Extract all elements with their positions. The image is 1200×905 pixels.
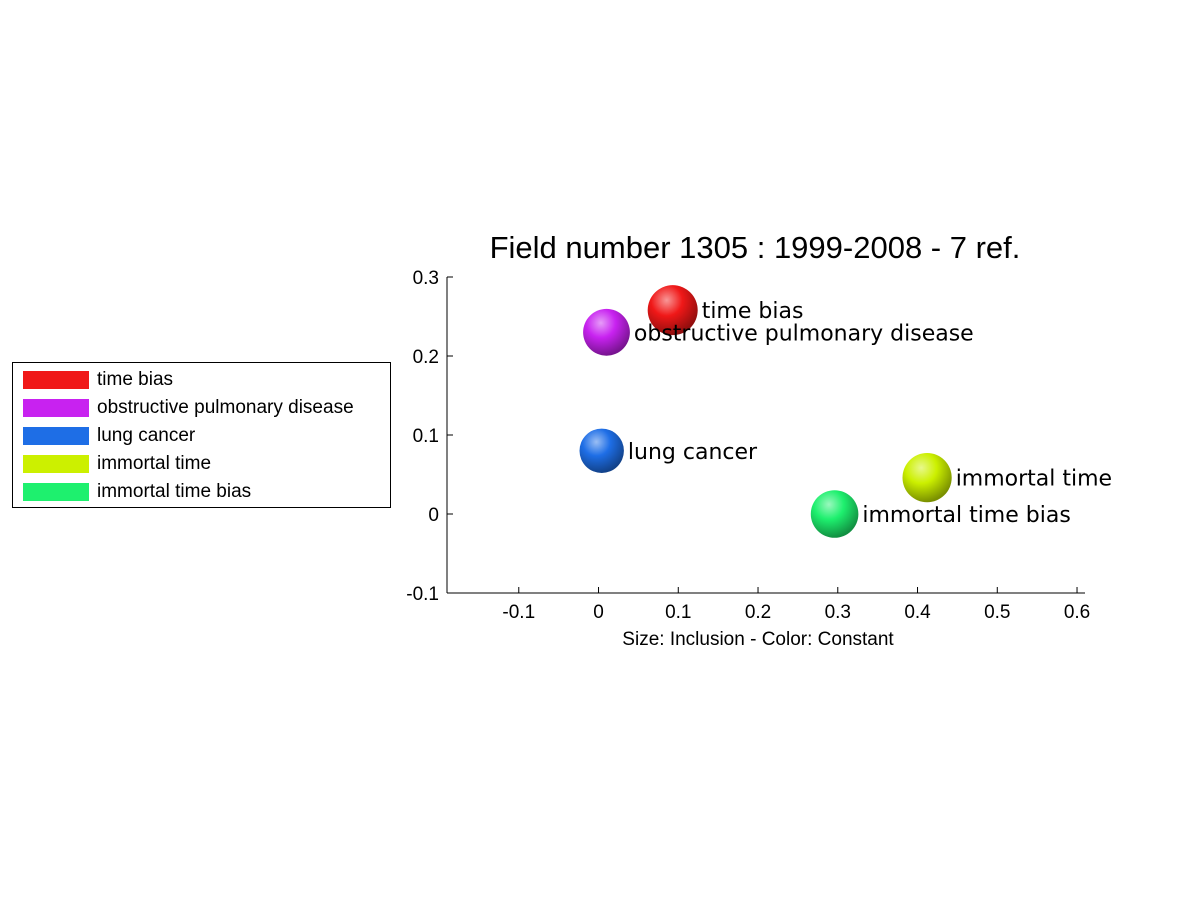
y-tick-label: 0.3: [413, 268, 439, 289]
legend: time bias obstructive pulmonary disease lu…: [12, 362, 391, 508]
point-label: lung cancer: [628, 440, 758, 465]
legend-swatch: [23, 483, 89, 501]
legend-entry: immortal time: [23, 453, 388, 475]
point-label: immortal time bias: [862, 503, 1070, 528]
x-tick-label: 0.1: [665, 602, 691, 623]
legend-entry: time bias: [23, 369, 388, 391]
x-tick-label: -0.1: [502, 602, 535, 623]
point-label: time bias: [702, 299, 804, 324]
legend-swatch: [23, 455, 89, 473]
x-tick-label: 0.5: [984, 602, 1010, 623]
legend-label: time bias: [97, 369, 174, 390]
legend-swatch: [23, 371, 89, 389]
legend-swatch: [23, 427, 89, 445]
legend-label: lung cancer: [97, 425, 196, 446]
x-tick-label: 0.4: [904, 602, 931, 623]
x-tick-label: 0.6: [1064, 602, 1090, 623]
y-tick-label: 0: [428, 505, 439, 526]
point-label: immortal time: [956, 467, 1112, 492]
legend-label: immortal time: [97, 453, 212, 474]
y-tick-label: -0.1: [406, 584, 439, 605]
point-marker: [583, 308, 630, 356]
legend-label: obstructive pulmonary disease: [97, 397, 354, 418]
point-marker: [579, 428, 624, 473]
legend-entry: obstructive pulmonary disease: [23, 397, 388, 419]
legend-label: immortal time bias: [97, 481, 252, 502]
point-marker: [902, 453, 952, 503]
axes: -0.1 0 0.1 0.2 0.3 0.4 0.5 0.6 -0.1 0 0.1 0.2 0.3: [406, 268, 1090, 623]
legend-entry: immortal time bias: [23, 481, 388, 503]
y-tick-label: 0.2: [413, 347, 439, 368]
x-axis-label: Size: Inclusion - Color: Constant: [622, 629, 894, 650]
legend-swatch: [23, 399, 89, 417]
point-marker: [810, 490, 859, 538]
point-marker: [647, 285, 698, 336]
point-label: obstructive pulmonary disease: [634, 321, 974, 346]
chart-title: Field number 1305 : 1999-2008 - 7 ref.: [490, 230, 1021, 265]
x-tick-label: 0: [593, 602, 604, 623]
legend-entry: lung cancer: [23, 425, 388, 447]
x-tick-label: 0.2: [745, 602, 771, 623]
y-tick-label: 0.1: [413, 426, 439, 447]
x-tick-label: 0.3: [825, 602, 851, 623]
